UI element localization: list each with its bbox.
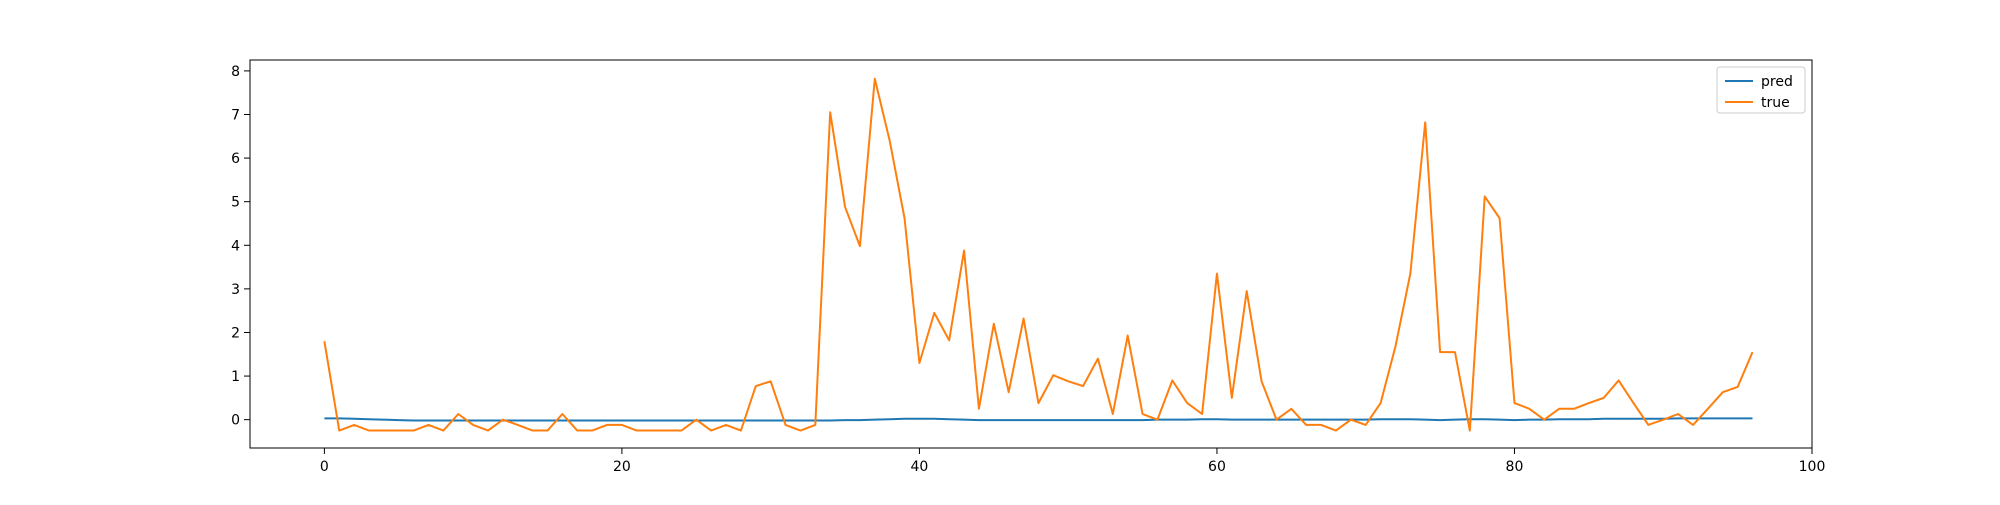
y-tick-label: 3 (231, 282, 240, 298)
x-tick-label: 60 (1208, 459, 1226, 475)
x-tick-label: 0 (320, 459, 329, 475)
legend-label-pred: pred (1761, 74, 1793, 90)
plot-frame (249, 59, 1813, 449)
legend-label-true: true (1761, 95, 1790, 111)
legend: pred true (1716, 66, 1806, 114)
series-line-true (323, 77, 1754, 432)
y-tick-label: 6 (231, 151, 240, 167)
y-tick-label: 7 (231, 107, 240, 123)
ticks: 0 20 40 60 80 100 0 1 2 3 4 5 6 7 8 (231, 64, 1825, 475)
plot-area-border (249, 59, 1813, 449)
x-tick-label: 40 (911, 459, 929, 475)
x-tick-label: 20 (613, 459, 631, 475)
y-tick-label: 4 (231, 238, 240, 254)
x-tick-label: 100 (1799, 459, 1826, 475)
series-lines (323, 77, 1754, 432)
y-tick-label: 5 (231, 195, 240, 211)
series-line-pred (324, 417, 1753, 422)
y-tick-label: 1 (231, 369, 240, 385)
y-tick-label: 0 (231, 413, 240, 429)
y-tick-label: 8 (231, 64, 240, 80)
x-tick-label: 80 (1506, 459, 1524, 475)
y-tick-label: 2 (231, 325, 240, 341)
